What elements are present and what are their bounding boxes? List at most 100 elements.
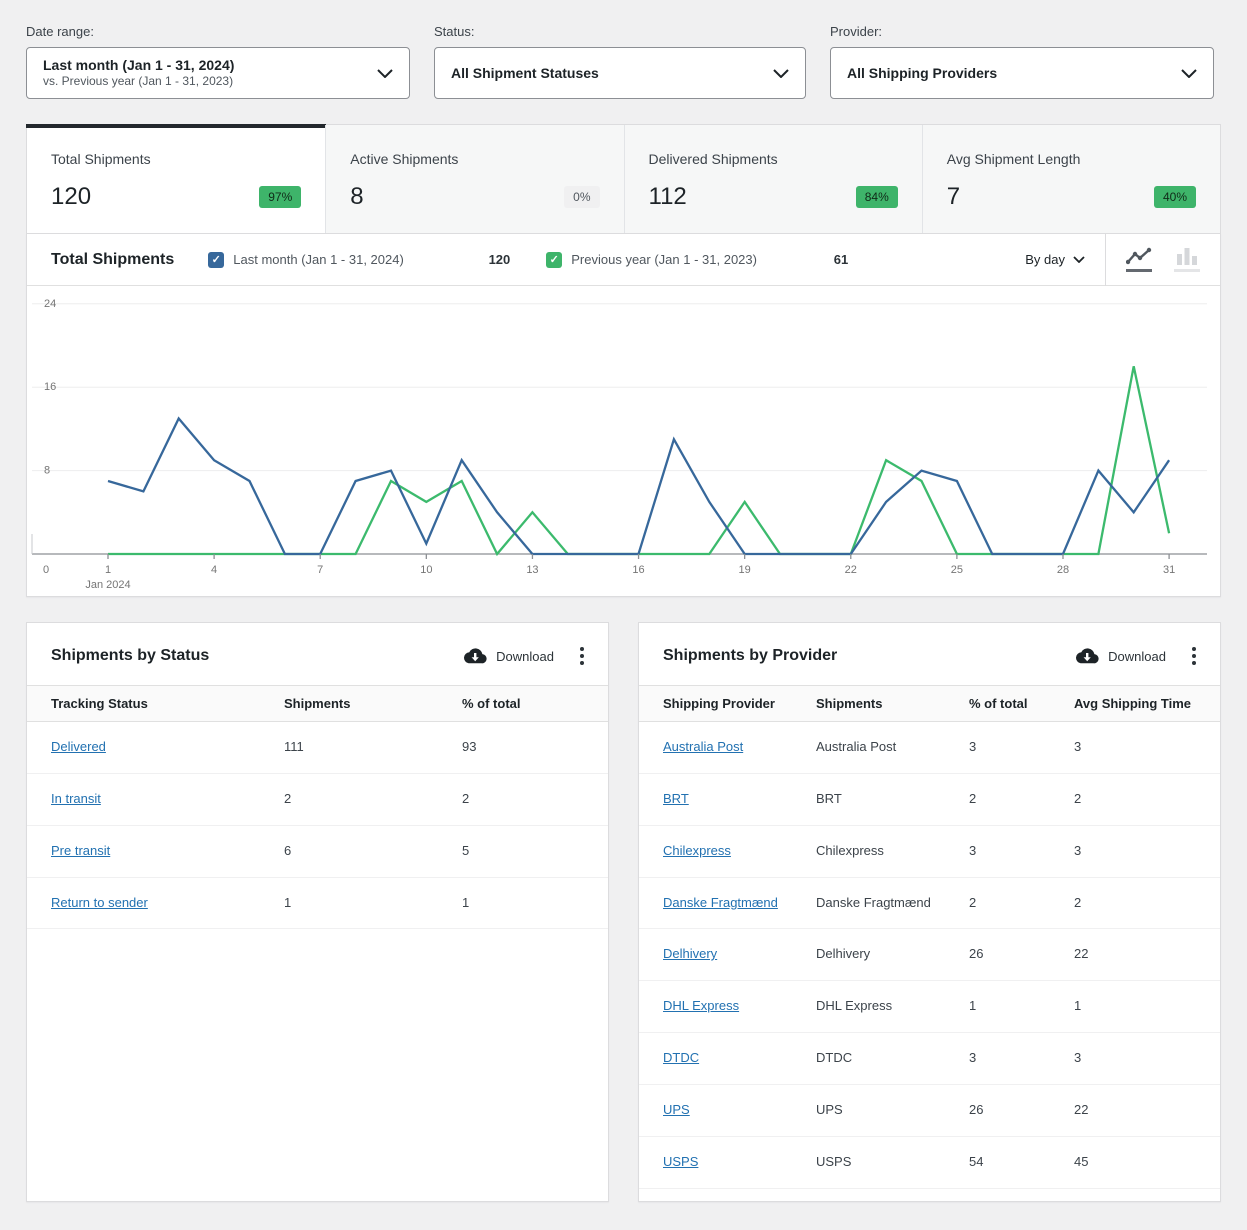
x-axis-tick-label: 25 [951, 564, 963, 576]
tile-label: Total Shipments [51, 151, 151, 167]
table-header-row: Shipping Provider Shipments % of total Avg … [639, 685, 1220, 722]
series-toggle-last-month[interactable]: ✓ Last month (Jan 1 - 31, 2024) 120 [208, 251, 511, 268]
line-chart-icon [1126, 247, 1152, 265]
kebab-menu-button[interactable] [580, 647, 584, 665]
x-axis-tick-label: 28 [1057, 564, 1069, 576]
table-cell: 2 [969, 894, 977, 910]
chart-type-switch [1105, 233, 1220, 286]
table-cell: 2 [284, 790, 292, 806]
row-link[interactable]: Delhivery [663, 946, 718, 962]
kebab-menu-button[interactable] [1192, 647, 1196, 665]
status-dropdown[interactable]: All Shipment Statuses [434, 47, 806, 99]
series-line-0 [108, 366, 1171, 557]
table-row: Australia Post Australia Post 3 3 [639, 722, 1220, 774]
row-link[interactable]: DHL Express [663, 998, 740, 1014]
tile-percentage-badge: 40% [1153, 186, 1196, 208]
x-axis-tick-label: 31 [1163, 564, 1175, 576]
bar-chart-button[interactable] [1174, 247, 1200, 272]
card-title: Shipments by Provider [663, 647, 838, 664]
row-link[interactable]: USPS [663, 1153, 699, 1169]
card-title: Shipments by Status [51, 647, 210, 664]
tile-label: Avg Shipment Length [946, 151, 1081, 167]
row-link[interactable]: Delivered [51, 739, 106, 754]
table-cell: 3 [1074, 1050, 1082, 1066]
card-header: Shipments by Provider Download [639, 623, 1220, 685]
checkbox-checked-icon[interactable]: ✓ [546, 251, 563, 268]
download-button[interactable]: Download [463, 647, 554, 665]
table-row: Delivered 111 93 [27, 722, 608, 774]
table-cell: Chilexpress [816, 842, 884, 858]
column-header: Shipments [284, 696, 351, 711]
table-cell: 3 [969, 739, 977, 754]
row-link[interactable]: In transit [51, 790, 101, 806]
column-header: Tracking Status [51, 696, 148, 711]
table-cell: 1 [462, 894, 470, 910]
chevron-down-icon [1181, 68, 1197, 78]
table-row: Delhivery Delhivery 26 22 [639, 929, 1220, 982]
table-row: Pre transit 6 5 [27, 826, 608, 878]
row-link[interactable]: Pre transit [51, 842, 111, 858]
line-chart-button[interactable] [1126, 247, 1152, 272]
series-toggle-previous-year[interactable]: ✓ Previous year (Jan 1 - 31, 2023) 61 [546, 251, 848, 268]
y-axis-tick-label: 8 [44, 465, 50, 477]
date-range-value: Last month (Jan 1 - 31, 2024) vs. Previo… [43, 57, 234, 90]
row-link[interactable]: DTDC [663, 1050, 700, 1066]
download-label: Download [1108, 648, 1166, 664]
row-link[interactable]: Chilexpress [663, 842, 731, 858]
series-total: 120 [488, 252, 511, 267]
table-cell: Danske Fragtmænd [816, 894, 931, 910]
tile-percentage-badge: 84% [855, 186, 898, 208]
date-range-filter: Date range: Last month (Jan 1 - 31, 2024… [26, 24, 410, 99]
series-toggle-label: Last month (Jan 1 - 31, 2024) [233, 252, 404, 267]
row-link[interactable]: BRT [663, 790, 689, 806]
y-axis-tick-label: 24 [44, 298, 56, 310]
download-button[interactable]: Download [1075, 647, 1166, 665]
tables-row: Shipments by Status Download Tracking St… [26, 622, 1221, 1202]
checkbox-checked-icon[interactable]: ✓ [208, 251, 225, 268]
tile-value: 112 [648, 183, 687, 210]
table-cell: 2 [1074, 894, 1082, 910]
column-header: % of total [969, 696, 1028, 711]
row-link[interactable]: UPS [663, 1101, 690, 1117]
table-body: Delivered 111 93 In transit 2 2 Pre transit 6 5 R… [27, 722, 608, 930]
table-header-row: Tracking Status Shipments % of total [27, 685, 608, 722]
table-cell: 45 [1074, 1153, 1089, 1169]
row-link[interactable]: Return to sender [51, 894, 148, 910]
table-cell: 5 [462, 842, 470, 858]
date-range-dropdown[interactable]: Last month (Jan 1 - 31, 2024) vs. Previo… [26, 47, 410, 99]
summary-tile-total-shipments[interactable]: Total Shipments 120 97% [25, 124, 327, 233]
table-cell: Australia Post [816, 739, 897, 754]
row-link[interactable]: Australia Post [663, 739, 744, 754]
table-cell: 6 [284, 842, 292, 858]
table-cell: 3 [969, 1050, 977, 1066]
chevron-down-icon [1073, 256, 1085, 263]
y-axis-tick-label: 16 [44, 381, 56, 393]
interval-dropdown[interactable]: By day [1005, 252, 1105, 267]
download-icon [1076, 647, 1099, 663]
tile-value: 8 [350, 183, 364, 210]
table-row: BRT BRT 2 2 [639, 774, 1220, 826]
table-body: Australia Post Australia Post 3 3 BRT BRT 2 2 Ch… [639, 722, 1220, 1189]
summary-tile-avg-shipment-length[interactable]: Avg Shipment Length 7 40% [921, 125, 1220, 233]
shipments-by-provider-card: Shipments by Provider Download Shipping … [638, 622, 1221, 1202]
series-toggle-label: Previous year (Jan 1 - 31, 2023) [571, 252, 757, 267]
row-link[interactable]: Danske Fragtmænd [663, 894, 778, 910]
table-cell: 2 [1074, 790, 1082, 806]
chart-plot-area[interactable]: 8 16 24 1 4 7 10 13 16 19 22 25 28 31 0 Jan 2024 [27, 286, 1220, 596]
kebab-menu-icon [1192, 647, 1196, 665]
x-axis-month-label: Jan 2024 [85, 579, 130, 591]
table-cell: 111 [284, 739, 304, 754]
table-cell: 93 [462, 739, 477, 754]
summary-tile-delivered-shipments[interactable]: Delivered Shipments 112 84% [623, 125, 922, 233]
provider-dropdown[interactable]: All Shipping Providers [830, 47, 1214, 99]
status-filter: Status: All Shipment Statuses [434, 24, 806, 99]
column-header: Avg Shipping Time [1074, 696, 1192, 711]
table-cell: 26 [969, 1101, 984, 1117]
summary-tile-active-shipments[interactable]: Active Shipments 8 0% [325, 125, 624, 233]
table-cell: 3 [1074, 739, 1082, 754]
provider-label: Provider: [830, 24, 883, 39]
table-row: In transit 2 2 [27, 774, 608, 826]
tile-label: Delivered Shipments [648, 151, 778, 167]
status-value: All Shipment Statuses [451, 65, 599, 81]
line-chart: 8 16 24 1 4 7 10 13 16 19 22 25 28 31 0 Jan 2024 [31, 298, 1207, 591]
